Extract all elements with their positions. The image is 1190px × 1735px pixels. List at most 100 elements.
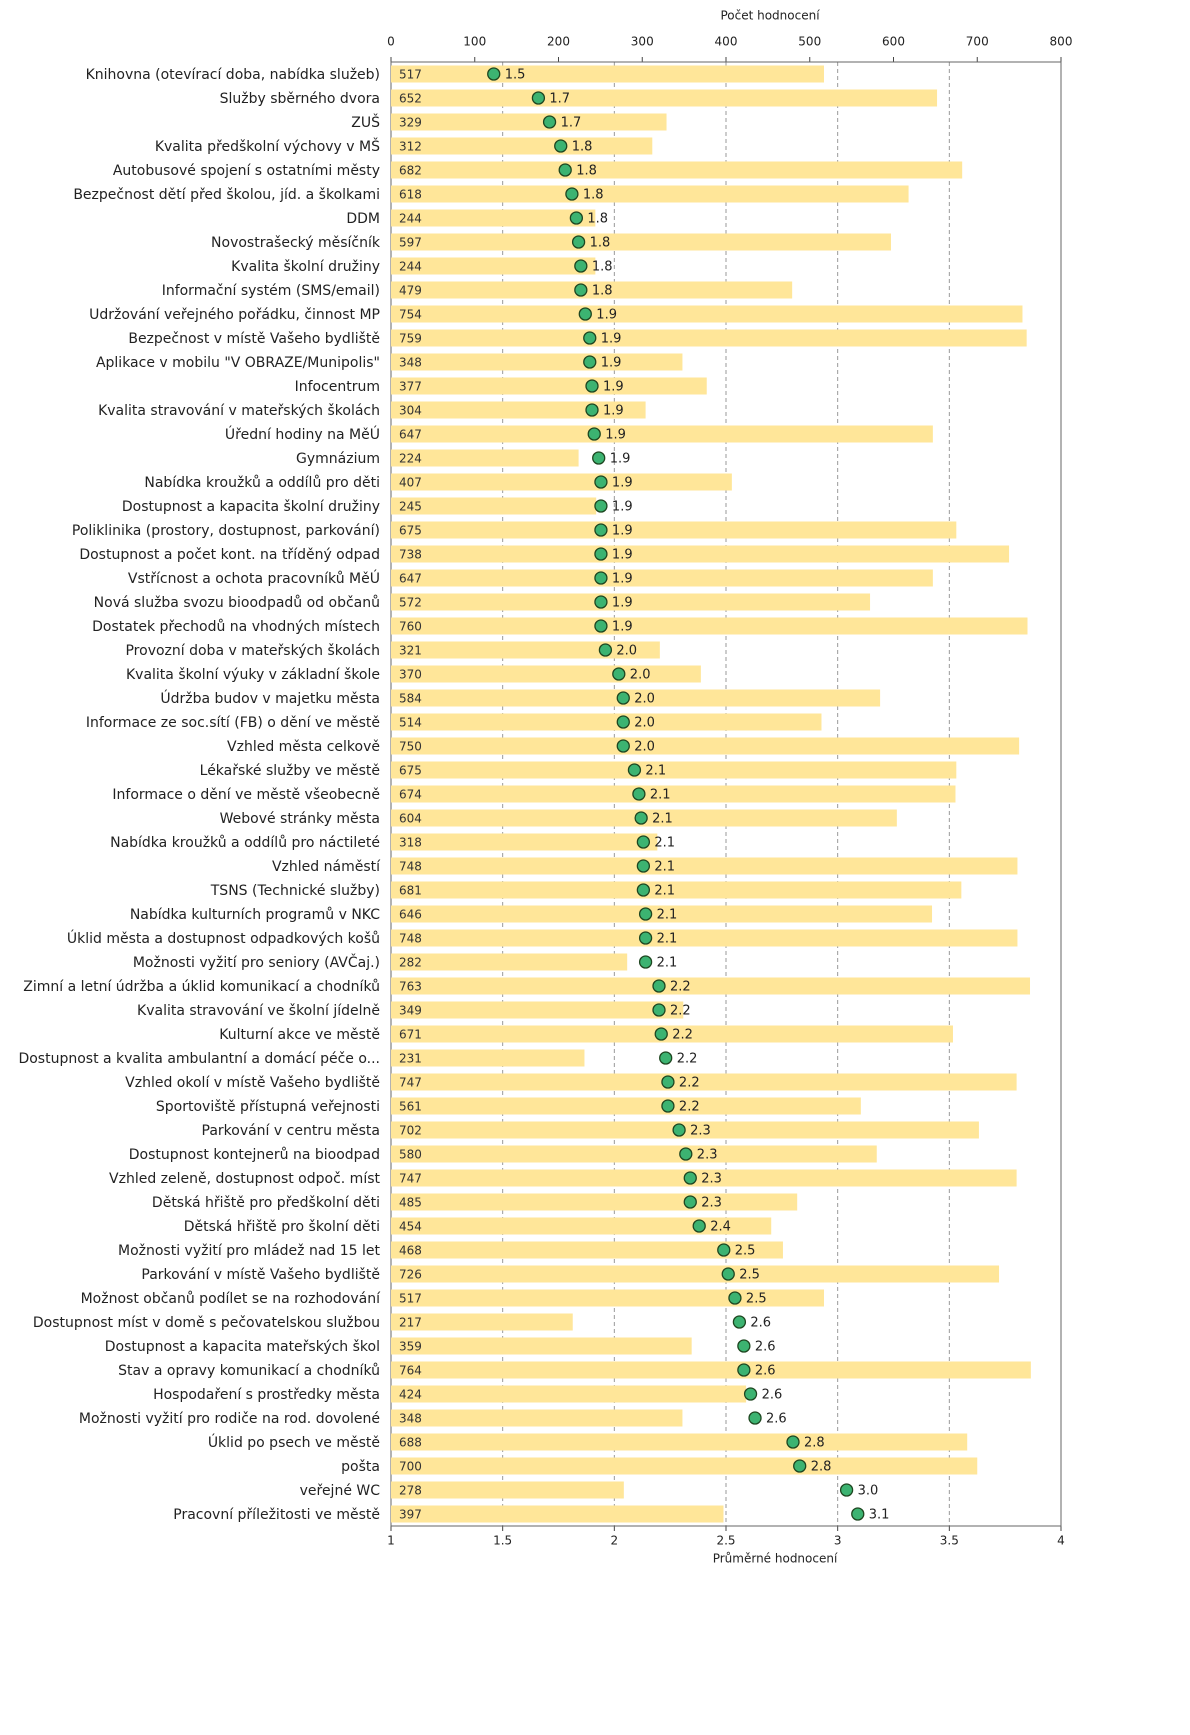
bar	[391, 713, 822, 731]
bar-label: 747	[399, 1172, 422, 1186]
category-label: Služby sběrného dvora	[220, 91, 380, 107]
bar	[391, 1337, 692, 1355]
average-dot	[683, 1195, 697, 1209]
value-label: 2.0	[630, 668, 651, 683]
average-dot	[627, 763, 642, 777]
category-label: ZUŠ	[351, 113, 380, 131]
bar	[391, 209, 596, 227]
value-label: 1.8	[572, 140, 593, 155]
bar	[391, 1385, 747, 1403]
category-label: Vzhled města celkově	[227, 739, 380, 755]
bar-label: 370	[399, 668, 422, 682]
value-label: 1.7	[561, 116, 582, 131]
value-label: 2.6	[750, 1316, 771, 1331]
value-label: 2.8	[804, 1436, 825, 1451]
bar-label: 479	[399, 284, 422, 298]
bar-label: 759	[399, 332, 422, 346]
category-label: Úřední hodiny na MěÚ	[225, 425, 380, 443]
value-label: 1.8	[587, 212, 608, 227]
value-label: 2.1	[645, 764, 666, 779]
value-label: 1.9	[601, 356, 622, 371]
average-dot	[571, 235, 586, 249]
bar-label: 397	[399, 1508, 422, 1522]
value-label: 2.8	[811, 1460, 832, 1475]
bar	[391, 1481, 624, 1499]
value-label: 1.9	[612, 548, 633, 563]
x-tick-label: 4	[1057, 1534, 1065, 1548]
bar	[391, 1073, 1017, 1091]
average-dot	[661, 1099, 675, 1113]
bar	[391, 905, 933, 923]
bar-label: 674	[399, 788, 422, 802]
bar-label: 359	[399, 1340, 422, 1354]
category-label: Parkování v místě Vašeho bydliště	[141, 1267, 380, 1283]
value-label: 2.3	[697, 1148, 718, 1163]
bar-label: 700	[399, 1460, 422, 1474]
bar	[391, 953, 628, 971]
value-label: 1.9	[601, 332, 622, 347]
bar	[391, 1361, 1031, 1379]
bar-label: 682	[399, 164, 422, 178]
category-label: Možnosti vyžití pro seniory (AVČaj.)	[133, 953, 380, 971]
bar-label: 763	[399, 980, 422, 994]
bar-label: 321	[399, 644, 422, 658]
bar-label: 217	[399, 1316, 422, 1330]
value-label: 2.6	[755, 1340, 776, 1355]
value-label: 2.1	[654, 836, 675, 851]
value-label: 2.1	[657, 932, 678, 947]
value-label: 1.9	[610, 452, 631, 467]
bar	[391, 305, 1023, 323]
bar-label: 231	[399, 1052, 422, 1066]
average-dot	[616, 691, 630, 705]
category-label: Údržba budov v majetku města	[160, 689, 380, 707]
bar-label: 748	[399, 932, 422, 946]
average-dot	[487, 67, 501, 81]
category-label: Nabídka kroužků a oddílů pro náctileté	[110, 835, 380, 851]
category-label: Kvalita školní výuky v základní škole	[126, 667, 380, 683]
x2-tick-label: 200	[547, 35, 570, 49]
average-dot	[652, 1003, 666, 1017]
bar	[391, 185, 909, 203]
category-label: Zimní a letní údržba a úklid komunikací …	[23, 979, 380, 995]
bar	[391, 1217, 772, 1235]
average-dot	[679, 1147, 693, 1161]
average-dot	[638, 907, 653, 921]
category-label: Vstřícnost a ochota pracovníků MěÚ	[128, 569, 380, 587]
bar	[391, 737, 1020, 755]
value-label: 2.1	[650, 788, 671, 803]
bar	[391, 233, 891, 251]
bar-label: 244	[399, 260, 422, 274]
category-label: Udržování veřejného pořádku, činnost MP	[89, 307, 380, 323]
category-label: Dostupnost míst v domě s pečovatelskou s…	[33, 1315, 380, 1331]
average-dot	[531, 91, 546, 105]
category-label: Nabídka kroužků a oddílů pro děti	[144, 475, 380, 491]
category-label: Kvalita stravování ve školní jídelně	[137, 1003, 380, 1019]
average-dot	[721, 1267, 735, 1281]
bar	[391, 857, 1018, 875]
average-dot	[565, 187, 579, 201]
x-tick-label: 1.5	[493, 1534, 512, 1548]
bar-label: 675	[399, 764, 422, 778]
bar-label: 348	[399, 1412, 422, 1426]
value-label: 2.0	[634, 716, 655, 731]
bar	[391, 833, 658, 851]
average-dot	[661, 1075, 675, 1089]
category-label: Kulturní akce ve městě	[219, 1027, 380, 1043]
value-label: 1.8	[576, 164, 597, 179]
average-dot	[636, 859, 651, 873]
value-label: 2.5	[735, 1244, 756, 1259]
bar	[391, 89, 938, 107]
average-dot	[594, 499, 608, 513]
value-label: 1.5	[505, 68, 526, 83]
category-label: Sportoviště přístupná veřejnosti	[156, 1099, 380, 1115]
bar-label: 681	[399, 884, 422, 898]
category-label: Bezpečnost v místě Vašeho bydliště	[128, 331, 380, 347]
bar	[391, 1145, 877, 1163]
average-dot	[659, 1051, 673, 1065]
value-label: 1.9	[596, 308, 617, 323]
bar-label: 618	[399, 188, 422, 202]
value-label: 1.9	[612, 572, 633, 587]
category-label: Možnosti vyžití pro rodiče na rod. dovol…	[79, 1411, 380, 1427]
x2-tick-label: 400	[715, 35, 738, 49]
